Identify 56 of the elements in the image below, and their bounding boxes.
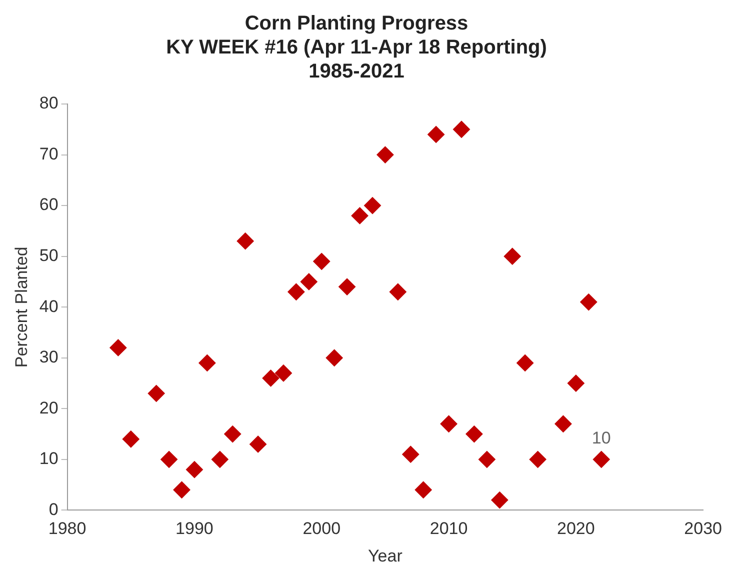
x-tick-label: 1980 [48, 519, 86, 538]
point [300, 273, 318, 290]
y-tick-label: 60 [39, 195, 58, 214]
point [516, 354, 534, 372]
point [122, 430, 140, 448]
x-tick-label: 2000 [302, 519, 341, 538]
annotation: 10 [592, 428, 611, 448]
y-tick-label: 30 [39, 348, 58, 367]
point [580, 294, 598, 311]
point [262, 370, 280, 387]
point [338, 278, 356, 296]
x-tick-label: 2010 [430, 519, 468, 538]
y-tick-label: 70 [39, 144, 58, 164]
point [452, 120, 470, 138]
point [478, 450, 496, 468]
point [160, 450, 178, 468]
x-tick-label: 2020 [557, 519, 595, 538]
point [428, 126, 445, 143]
point [414, 481, 432, 498]
point [592, 450, 610, 468]
y-tick-label: 10 [39, 449, 58, 468]
point [529, 450, 546, 468]
x-tick-label: 1990 [176, 519, 214, 538]
y-tick-label: 0 [48, 500, 58, 519]
point [440, 415, 458, 432]
point [148, 384, 165, 402]
y-tick-label: 20 [39, 398, 58, 418]
point [186, 461, 203, 478]
point [389, 283, 406, 300]
point [376, 146, 394, 164]
point [224, 426, 242, 443]
point [351, 207, 368, 224]
y-tick-label: 80 [39, 94, 58, 113]
x-axis-title: Year [368, 546, 403, 566]
y-tick-label: 40 [39, 296, 58, 316]
point [364, 197, 381, 214]
point [250, 436, 267, 453]
chart-title: Corn Planting Progress KY WEEK #16 (Apr 11-Apr 18 Reporting) 1985-2021 [166, 12, 547, 83]
point [313, 252, 330, 270]
y-tick-label: 50 [39, 246, 58, 266]
point [491, 492, 508, 509]
point [402, 446, 420, 463]
point [504, 248, 521, 265]
point [326, 349, 343, 366]
point [110, 339, 127, 356]
point [567, 374, 584, 392]
point [554, 415, 572, 432]
point [236, 232, 254, 250]
y-axis-title: Percent Planted [12, 246, 31, 368]
x-tick-label: 2030 [684, 519, 722, 538]
point [274, 364, 292, 382]
point [288, 283, 305, 300]
point [211, 450, 228, 468]
point [173, 481, 190, 498]
point [466, 426, 483, 443]
point [198, 354, 216, 372]
